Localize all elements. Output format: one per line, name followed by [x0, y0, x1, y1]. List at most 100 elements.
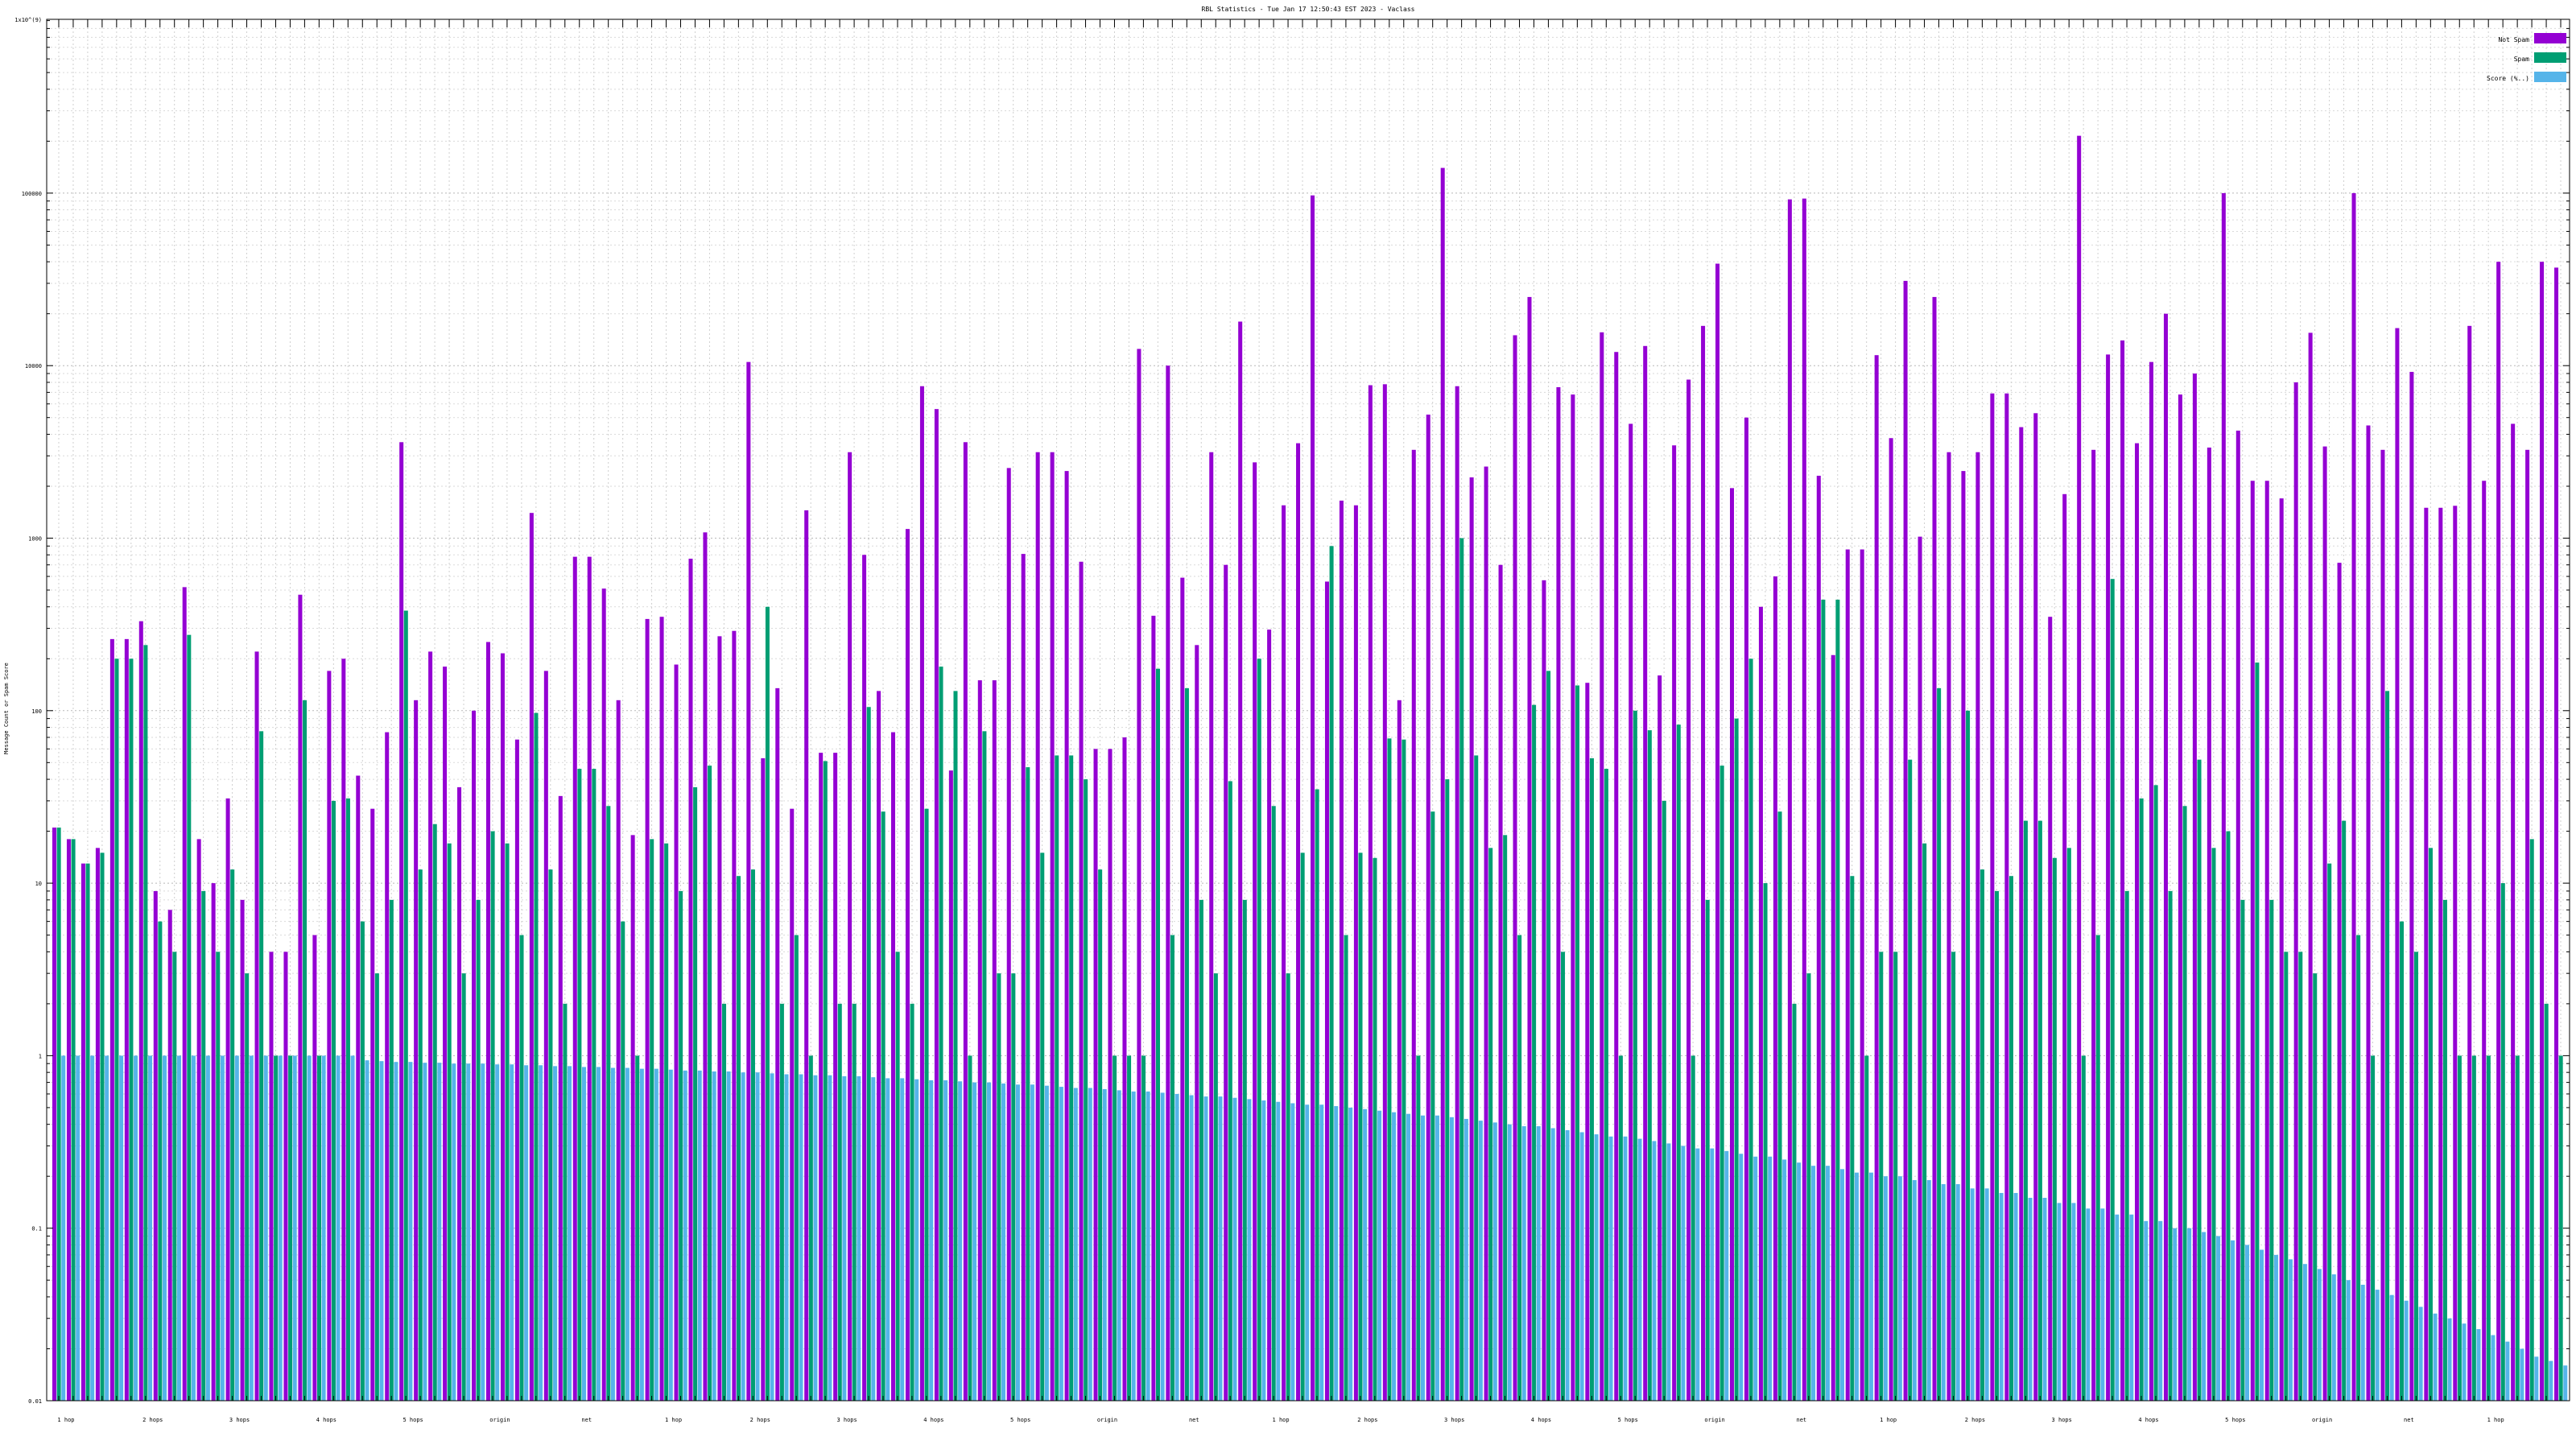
- bar-not-spam: [992, 680, 997, 1401]
- bar-score: [1131, 1091, 1136, 1401]
- bar-score: [510, 1064, 514, 1401]
- legend-swatch: [2534, 33, 2566, 43]
- bar-spam: [837, 1003, 842, 1401]
- y-tick-label: 1000: [28, 536, 42, 543]
- bar-not-spam: [1889, 438, 1893, 1401]
- bar-not-spam: [356, 775, 361, 1401]
- bar-spam: [2327, 863, 2332, 1401]
- bar-score: [1377, 1110, 1382, 1401]
- bar-score: [1623, 1136, 1628, 1401]
- bar-spam: [172, 952, 177, 1401]
- bar-spam: [2500, 883, 2505, 1401]
- bar-score: [1261, 1100, 1266, 1401]
- legend-label: Score (%..): [2487, 75, 2529, 82]
- bar-score: [1594, 1134, 1599, 1401]
- bar-not-spam: [703, 532, 708, 1401]
- bar-score: [220, 1055, 225, 1401]
- bar-not-spam: [977, 680, 982, 1401]
- bar-not-spam: [1629, 423, 1633, 1402]
- bar-not-spam: [2337, 563, 2342, 1401]
- category-label-fragment: origin: [1097, 1417, 1117, 1423]
- bar-spam: [794, 935, 799, 1401]
- bar-score: [553, 1066, 558, 1401]
- bar-not-spam: [1064, 471, 1069, 1401]
- bar-spam: [852, 1003, 857, 1401]
- bar-spam: [1690, 1055, 1695, 1401]
- bar-not-spam: [2048, 617, 2053, 1401]
- bar-spam: [158, 921, 163, 1401]
- bar-score: [2346, 1280, 2351, 1401]
- bar-not-spam: [2207, 447, 2211, 1401]
- bar-not-spam: [558, 795, 563, 1401]
- bar-not-spam: [934, 409, 939, 1401]
- bar-not-spam: [2091, 449, 2096, 1401]
- bar-score: [263, 1055, 268, 1401]
- bar-score: [365, 1060, 369, 1401]
- bar-not-spam: [2525, 449, 2530, 1401]
- bar-not-spam: [225, 798, 230, 1401]
- bar-spam: [823, 761, 828, 1401]
- bar-score: [1955, 1183, 1960, 1401]
- bar-spam: [1792, 1003, 1797, 1401]
- bar-score: [2563, 1365, 2568, 1401]
- bar-spam: [403, 610, 408, 1401]
- bar-not-spam: [919, 386, 924, 1401]
- bar-spam: [316, 1055, 322, 1401]
- bar-score: [134, 1055, 138, 1401]
- bar-not-spam: [1238, 321, 1243, 1401]
- bar-spam: [1618, 1055, 1623, 1401]
- bar-spam: [910, 1003, 914, 1401]
- bar-spam: [1416, 1055, 1421, 1401]
- bar-score: [987, 1082, 992, 1401]
- category-label-fragment: net: [1796, 1417, 1806, 1423]
- bar-score: [799, 1074, 803, 1401]
- bar-score: [654, 1068, 658, 1401]
- bar-score: [1406, 1113, 1411, 1401]
- bar-spam: [1966, 710, 1971, 1401]
- bar-score: [1797, 1162, 1802, 1401]
- bar-not-spam: [2149, 361, 2154, 1401]
- bar-not-spam: [1368, 385, 1373, 1401]
- bar-score: [2273, 1254, 2278, 1401]
- bar-spam: [1098, 869, 1103, 1401]
- bar-not-spam: [1686, 379, 1691, 1402]
- bar-spam: [374, 973, 379, 1401]
- bar-not-spam: [1296, 443, 1301, 1401]
- bar-score: [1160, 1092, 1165, 1401]
- bar-score: [1536, 1126, 1541, 1401]
- bar-score: [1463, 1118, 1468, 1401]
- bar-not-spam: [963, 442, 968, 1401]
- bar-not-spam: [1426, 415, 1430, 1401]
- bar-not-spam: [630, 835, 635, 1401]
- bar-not-spam: [1932, 296, 1937, 1402]
- bar-spam: [606, 806, 611, 1401]
- bar-not-spam: [1715, 263, 1720, 1401]
- bar-spam: [1994, 890, 2000, 1401]
- bar-not-spam: [1484, 466, 1488, 1401]
- category-label-fragment: net: [2404, 1417, 2414, 1423]
- bar-score: [1608, 1136, 1613, 1401]
- bar-not-spam: [514, 739, 519, 1401]
- bar-spam: [1084, 779, 1088, 1401]
- bar-not-spam: [341, 658, 346, 1401]
- bar-not-spam: [1151, 615, 1156, 1401]
- bar-not-spam: [543, 671, 548, 1401]
- bar-not-spam: [688, 559, 693, 1401]
- bar-score: [76, 1055, 80, 1401]
- bar-score: [394, 1062, 398, 1401]
- bar-spam: [1835, 599, 1840, 1401]
- bar-spam: [1271, 806, 1276, 1401]
- bar-spam: [2269, 899, 2274, 1401]
- bar-spam: [1734, 718, 1739, 1401]
- bar-spam: [779, 1003, 784, 1401]
- bar-score: [1579, 1132, 1584, 1401]
- bar-not-spam: [399, 442, 404, 1401]
- bar-score: [2086, 1208, 2091, 1401]
- bar-not-spam: [804, 510, 809, 1401]
- chart-title: RBL Statistics - Tue Jan 17 12:50:43 EST…: [1202, 6, 1415, 13]
- category-label-fragment: 5 hops: [1618, 1417, 1638, 1423]
- bar-not-spam: [167, 910, 172, 1401]
- bar-score: [1739, 1154, 1744, 1401]
- bar-spam: [664, 843, 669, 1401]
- bar-score: [90, 1055, 95, 1401]
